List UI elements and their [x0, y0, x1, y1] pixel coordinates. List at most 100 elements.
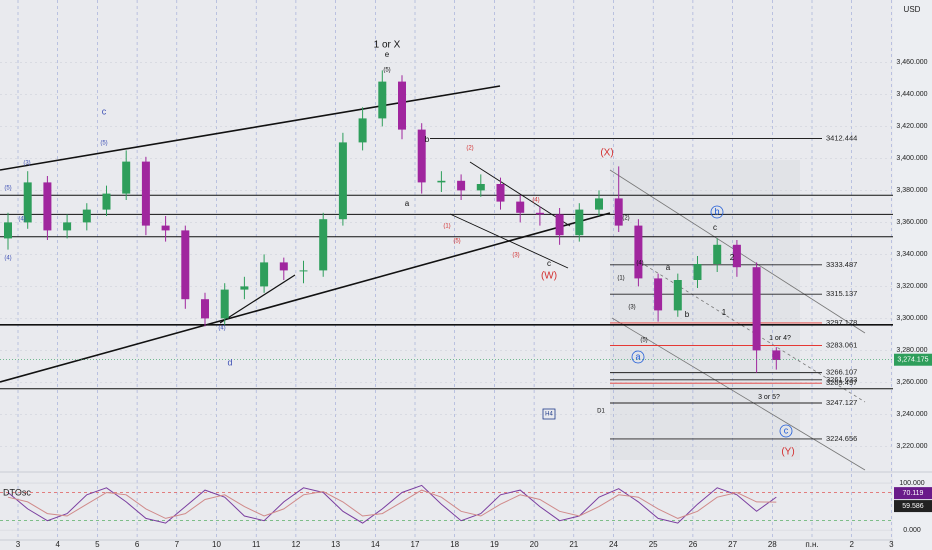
- y-tick-label: 3,440.000: [896, 91, 927, 98]
- currency: USD: [904, 5, 921, 14]
- wave-label: a: [635, 351, 640, 361]
- x-tick-label: 11: [252, 540, 261, 549]
- candle-body: [732, 244, 741, 268]
- current-price-badge: [894, 353, 932, 366]
- wave-label: d: [227, 357, 232, 367]
- wave-label: (2): [622, 216, 629, 222]
- candle-body: [575, 209, 584, 236]
- y-tick-label: 3,300.000: [896, 315, 927, 322]
- candle-body: [102, 193, 111, 210]
- wave-label: c: [713, 223, 717, 232]
- y-tick-label: 3,320.000: [896, 283, 927, 290]
- wave-label: D1: [597, 409, 605, 415]
- candle-body: [496, 184, 505, 202]
- candle-body: [417, 129, 426, 183]
- wave-label: (4): [218, 326, 225, 332]
- candle-body: [378, 81, 387, 119]
- wave-label: (3): [23, 161, 30, 167]
- candle-body: [358, 118, 367, 143]
- wave-label: e: [385, 50, 390, 59]
- x-tick-label: 28: [768, 540, 777, 549]
- level-label: 3259.497: [826, 378, 857, 387]
- x-tick-label: п.н.: [805, 540, 818, 549]
- wave-label: (2): [466, 146, 473, 152]
- zone: [610, 160, 800, 460]
- level-label: 3261.633: [826, 375, 857, 384]
- wave-label: (Y): [781, 447, 794, 458]
- wave-label: (3): [512, 253, 519, 259]
- osc-tick-label: 0.000: [903, 527, 921, 534]
- x-tick-label: 14: [371, 540, 380, 549]
- wave-label: (W): [541, 271, 557, 282]
- x-tick-label: 6: [135, 540, 140, 549]
- tf-box: [542, 408, 556, 420]
- y-tick-label: 3,220.000: [896, 443, 927, 450]
- x-tick-label: 12: [291, 540, 300, 549]
- level-label: 3224.656: [826, 434, 857, 443]
- candle-body: [23, 182, 32, 223]
- y-tick-label: 3,360.000: [896, 219, 927, 226]
- level-label: 3283.061: [826, 340, 857, 349]
- wave-label: (5): [100, 141, 107, 147]
- x-tick-label: 3: [889, 540, 894, 549]
- wave-circle: [710, 205, 724, 219]
- level-label: 3266.107: [826, 368, 857, 377]
- wave-label: 2: [730, 253, 735, 262]
- y-tick-label: 3,240.000: [896, 411, 927, 418]
- y-tick-label: 3,380.000: [896, 187, 927, 194]
- plot: 3 4 5 6 7 10 11 12 13 14 17 18 19 20 21 24 25 26 27 28 п.н. 2…: [0, 40, 932, 549]
- y-tick-label: 3,460.000: [896, 59, 927, 66]
- wave-label: (4): [18, 217, 25, 223]
- wave-label: (5): [453, 239, 460, 245]
- oscillator-name: DTOsc: [3, 487, 31, 497]
- osc-value-label: 70.119: [903, 490, 924, 497]
- candle-body: [201, 299, 209, 319]
- candle-body: [535, 212, 544, 215]
- wave-label: c: [784, 425, 789, 435]
- candle-body: [338, 142, 347, 220]
- candle-body: [516, 201, 525, 213]
- wave-label: (4): [532, 198, 539, 204]
- wave-label: b: [425, 135, 430, 144]
- wave-label: c: [547, 259, 551, 268]
- candle-body: [43, 182, 52, 231]
- channel-line: [611, 317, 866, 471]
- candle-body: [63, 222, 72, 231]
- wave-label: (5): [4, 186, 11, 192]
- level-label: 3412.444: [826, 133, 857, 142]
- candle-body: [82, 209, 91, 223]
- candle-body: [4, 222, 12, 239]
- wave-label: b: [714, 206, 719, 216]
- candle-body: [299, 270, 308, 272]
- current-price-label: 3,274.175: [897, 357, 928, 364]
- wave-circle: [779, 424, 793, 438]
- candle-body: [752, 267, 761, 351]
- wave-label: (3): [628, 305, 635, 311]
- candle-body: [319, 219, 328, 271]
- wave-label: (4): [4, 256, 11, 262]
- osc-line: [7, 484, 777, 524]
- candle-body: [398, 81, 406, 130]
- candle-body: [457, 180, 466, 191]
- osc-badge: [894, 487, 932, 500]
- level-label: 3297.178: [826, 318, 857, 327]
- candle-body: [476, 184, 485, 191]
- x-tick-label: 3: [16, 540, 21, 549]
- candle-body: [141, 161, 150, 226]
- x-tick-label: 10: [212, 540, 221, 549]
- trend-line: [449, 213, 569, 269]
- candle-body: [555, 214, 564, 236]
- wave-label: (5): [383, 68, 390, 74]
- candle-body: [634, 225, 643, 279]
- wave-label: (4): [636, 261, 643, 267]
- osc-badge: [894, 500, 932, 513]
- wave-label: 1 or X: [374, 40, 401, 51]
- osc-tick-label: 100.000: [899, 480, 924, 487]
- wave-circle: [631, 350, 645, 364]
- wave-label: (5): [640, 338, 647, 344]
- x-tick-label: 19: [490, 540, 499, 549]
- x-tick-label: 2: [849, 540, 854, 549]
- candle-body: [220, 289, 229, 319]
- x-tick-label: 17: [411, 540, 420, 549]
